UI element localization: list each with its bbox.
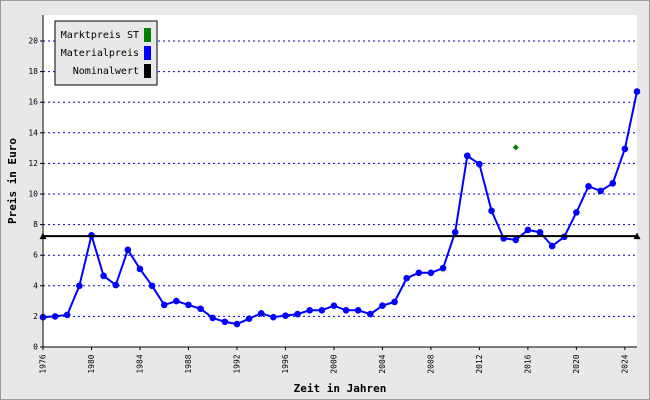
x-axis-label: Zeit in Jahren (294, 382, 387, 395)
point (633, 88, 641, 95)
point (633, 232, 641, 240)
point (439, 264, 447, 272)
point (476, 160, 483, 168)
legend-swatch (144, 64, 151, 78)
point (330, 302, 338, 309)
legend-label: Marktpreis ST (61, 30, 139, 41)
point (451, 228, 459, 236)
point (415, 269, 423, 277)
point (512, 144, 519, 151)
point (112, 281, 120, 289)
point (597, 187, 604, 195)
point (209, 314, 217, 322)
point (403, 274, 410, 282)
point (524, 226, 532, 234)
x-tick-label: 1976 (39, 354, 48, 373)
legend-swatch (144, 46, 151, 60)
y-tick-label: 4 (33, 281, 38, 290)
point (609, 179, 617, 187)
x-tick-label: 2012 (475, 354, 484, 373)
legend-swatch (144, 28, 151, 42)
point (173, 297, 180, 305)
point (124, 246, 132, 254)
x-tick-label: 2016 (523, 354, 532, 373)
x-tick-label: 2004 (378, 354, 387, 373)
y-tick-label: 6 (33, 251, 38, 260)
y-tick-label: 2 (33, 312, 38, 321)
point (136, 265, 144, 273)
point (318, 306, 326, 314)
x-tick-label: 2020 (572, 354, 581, 373)
point (185, 301, 192, 309)
point (512, 236, 520, 244)
point (367, 310, 374, 318)
x-tick-label: 1980 (87, 354, 96, 373)
y-tick-label: 18 (28, 67, 38, 76)
y-tick-label: 20 (28, 37, 38, 46)
point (306, 306, 313, 314)
x-tick-label: 2000 (329, 354, 338, 373)
point (354, 306, 362, 314)
point (257, 310, 265, 317)
point (245, 315, 253, 322)
point (100, 272, 107, 280)
point (391, 298, 398, 306)
y-tick-label: 14 (28, 128, 38, 137)
x-tick-label: 2008 (426, 354, 435, 373)
point (148, 282, 156, 290)
point (63, 311, 71, 319)
point (342, 306, 350, 314)
point (270, 313, 277, 321)
point (379, 302, 386, 309)
point (51, 313, 59, 320)
point (573, 209, 580, 216)
legend-label: Materialpreis (61, 48, 139, 59)
point (463, 152, 471, 160)
point (621, 145, 629, 153)
legend-label: Nominalwert (73, 66, 139, 77)
legend: Marktpreis ST Materialpreis Nominalwert (54, 20, 158, 86)
y-tick-label: 8 (33, 220, 38, 229)
x-tick-label: 1996 (281, 354, 290, 373)
point (585, 183, 592, 190)
point (197, 305, 204, 313)
y-tick-label: 10 (28, 190, 38, 199)
y-tick-label: 0 (33, 343, 38, 352)
point (282, 312, 289, 319)
point (536, 228, 544, 236)
y-axis-label: Preis in Euro (6, 138, 19, 224)
x-tick-label: 1988 (184, 354, 193, 373)
point (488, 207, 495, 215)
point (221, 318, 229, 326)
point (76, 282, 83, 290)
y-tick-label: 12 (28, 159, 38, 168)
point (427, 269, 435, 277)
x-tick-label: 1992 (232, 354, 241, 373)
point (160, 301, 168, 309)
y-tick-label: 16 (28, 98, 38, 107)
point (233, 320, 241, 328)
marks (39, 88, 641, 328)
x-tick-label: 2024 (620, 354, 629, 373)
x-tick-label: 1984 (135, 354, 144, 373)
legend-box (54, 20, 158, 86)
point (294, 310, 301, 318)
point (548, 242, 556, 250)
grid: 0 2 4 6 8 10 12 14 16 18 20 1976 1980 1984 1988 1992 199… (28, 37, 637, 374)
